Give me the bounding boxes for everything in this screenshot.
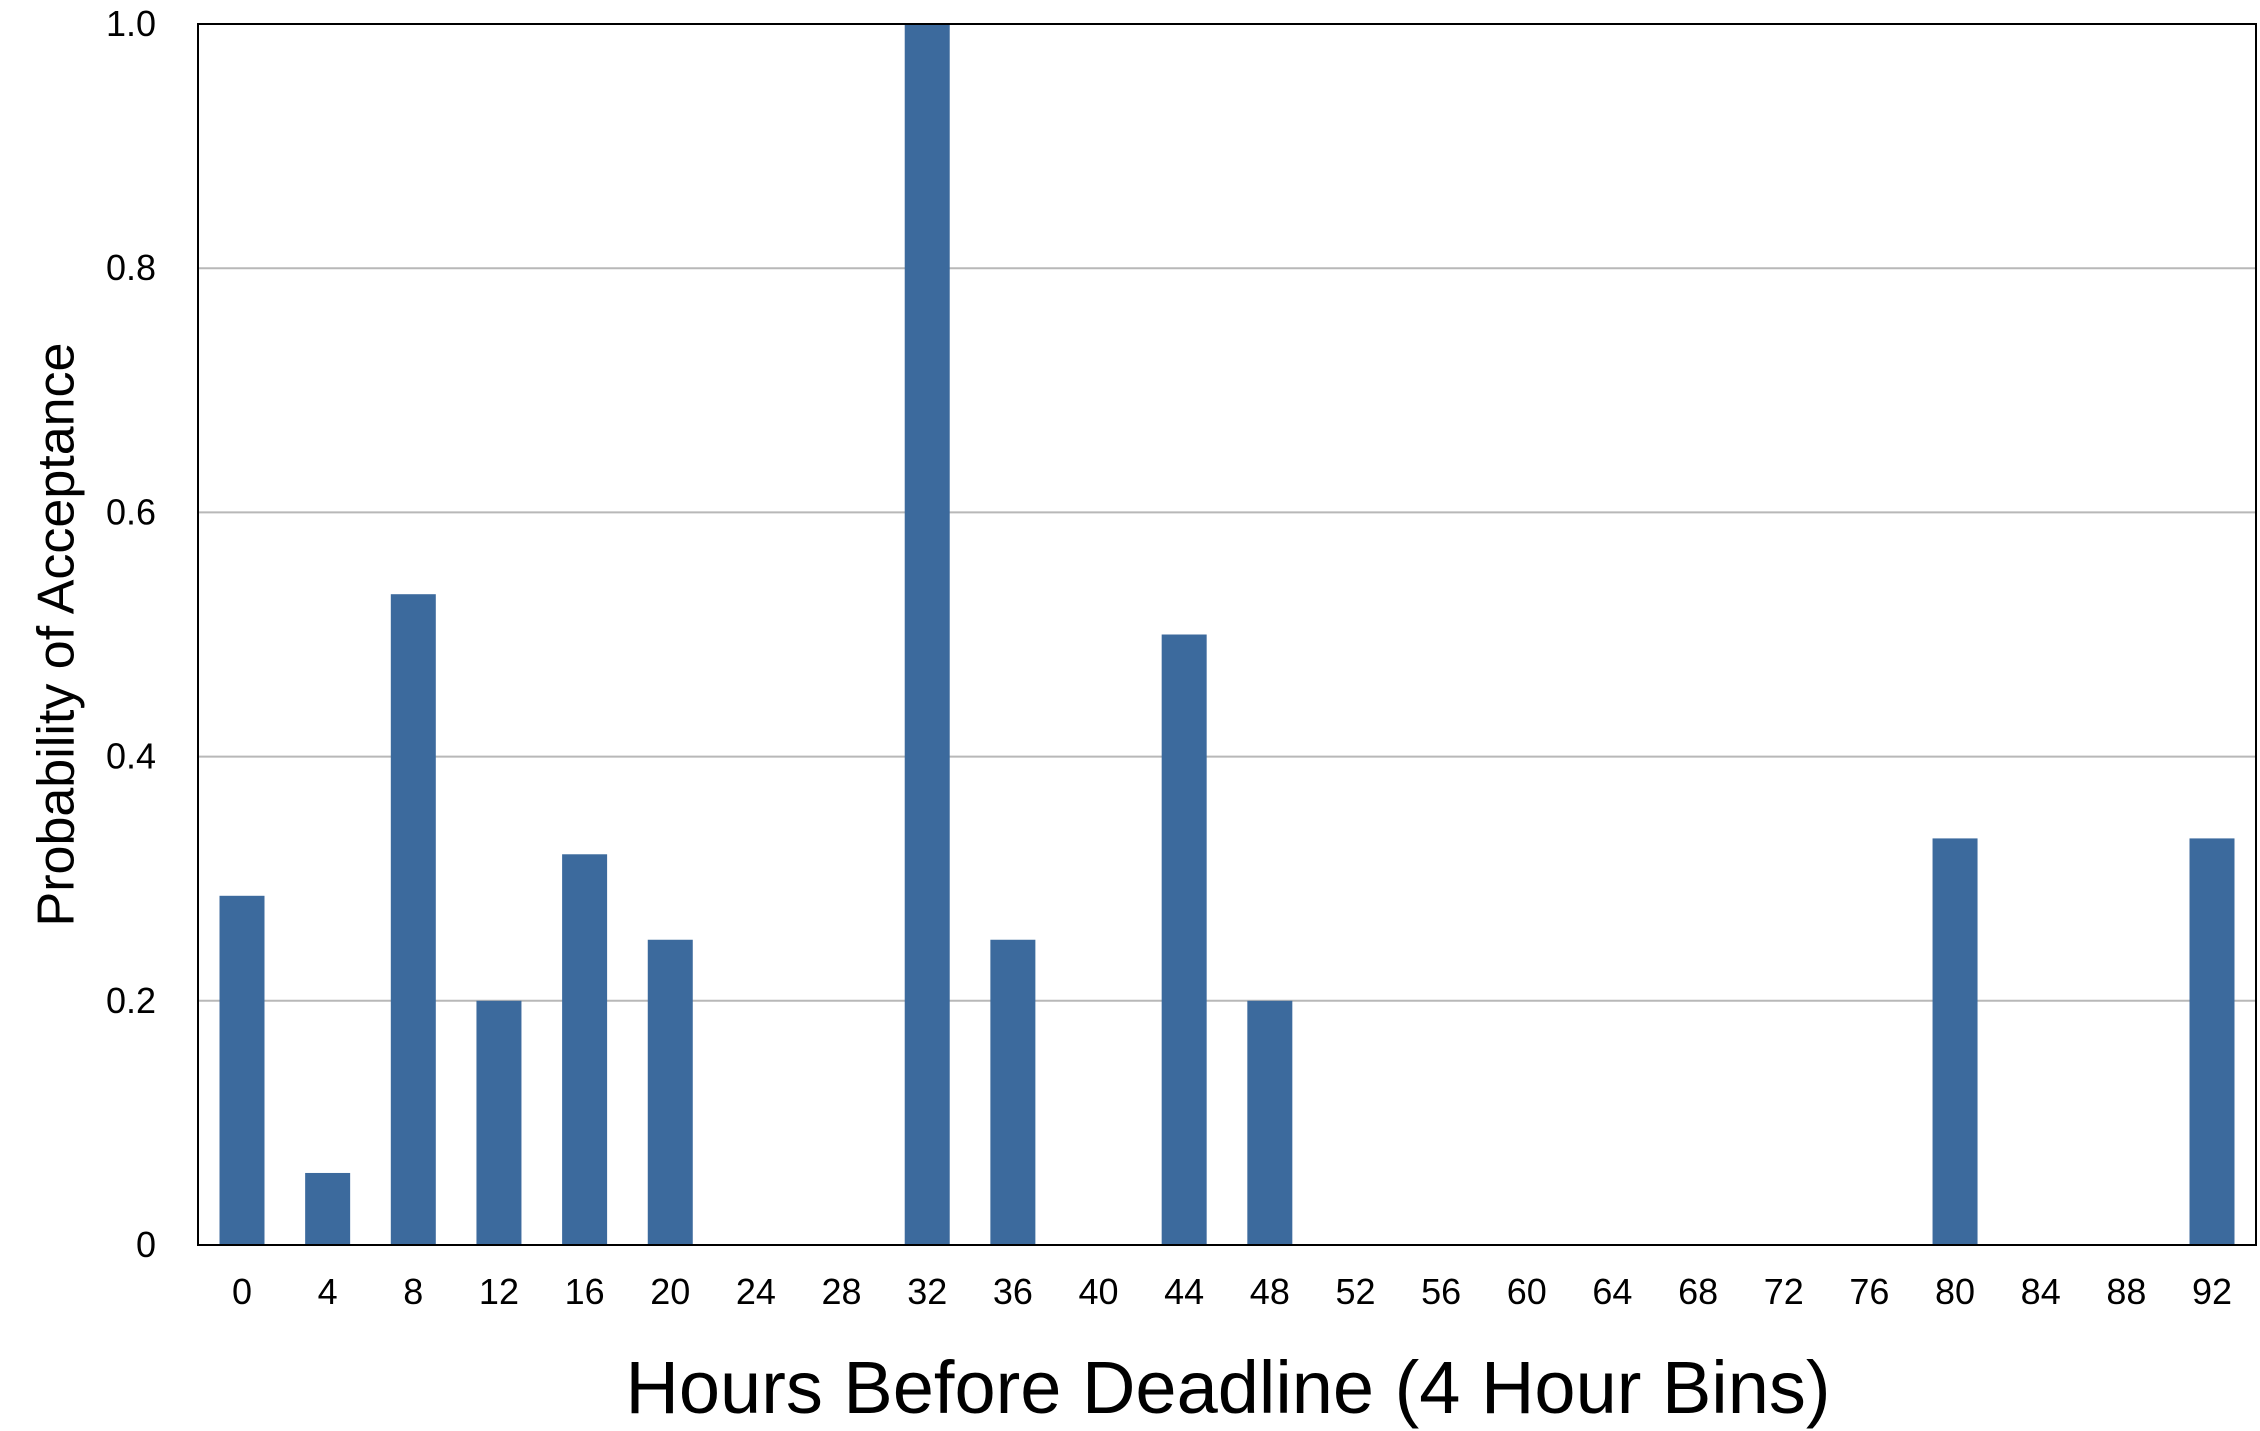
- bar-36: [990, 939, 1036, 1245]
- bars: [219, 24, 2235, 1245]
- x-tick-label: 32: [907, 1271, 947, 1312]
- y-tick-label: 0: [136, 1224, 156, 1265]
- x-tick-label: 8: [403, 1271, 423, 1312]
- x-tick-label: 24: [736, 1271, 776, 1312]
- x-tick-label: 64: [1592, 1271, 1632, 1312]
- bar-44: [1161, 634, 1207, 1245]
- bar-16: [562, 854, 608, 1245]
- x-tick-label: 72: [1764, 1271, 1804, 1312]
- x-tick-label: 60: [1507, 1271, 1547, 1312]
- x-tick-label: 48: [1250, 1271, 1290, 1312]
- bar-8: [390, 594, 436, 1245]
- gridlines: [198, 267, 2256, 1002]
- bar-20: [647, 939, 693, 1245]
- x-tick-label: 56: [1421, 1271, 1461, 1312]
- bar-48: [1247, 1000, 1293, 1245]
- bar-12: [476, 1000, 522, 1245]
- x-tick-labels: 0 4 8 12 16 20 24 28 32 36 40 44 48 52 56 60 64 68 72 76 80 8…: [232, 1271, 2232, 1312]
- x-axis-title: Hours Before Deadline (4 Hour Bins): [625, 1346, 1830, 1429]
- x-tick-label: 44: [1164, 1271, 1204, 1312]
- x-tick-label: 68: [1678, 1271, 1718, 1312]
- y-tick-labels: 0 0.2 0.4 0.6 0.8 1.0: [106, 3, 156, 1265]
- x-tick-label: 84: [2021, 1271, 2061, 1312]
- x-tick-label: 88: [2106, 1271, 2146, 1312]
- x-tick-label: 0: [232, 1271, 252, 1312]
- bar-80: [1932, 838, 1978, 1245]
- y-tick-label: 1.0: [106, 3, 156, 44]
- x-tick-label: 36: [993, 1271, 1033, 1312]
- bar-4: [305, 1172, 351, 1245]
- x-tick-label: 92: [2192, 1271, 2232, 1312]
- bar-92: [2189, 838, 2235, 1245]
- x-tick-label: 40: [1078, 1271, 1118, 1312]
- x-tick-label: 28: [822, 1271, 862, 1312]
- x-tick-label: 80: [1935, 1271, 1975, 1312]
- x-tick-label: 16: [565, 1271, 605, 1312]
- x-tick-label: 20: [650, 1271, 690, 1312]
- y-axis-title: Probability of Acceptance: [28, 343, 86, 927]
- y-tick-label: 0.2: [106, 980, 156, 1021]
- plot-frame: [197, 23, 2257, 1246]
- x-tick-label: 12: [479, 1271, 519, 1312]
- bar-32: [904, 24, 950, 1245]
- x-tick-label: 4: [318, 1271, 338, 1312]
- x-tick-label: 76: [1849, 1271, 1889, 1312]
- y-tick-label: 0.6: [106, 491, 156, 532]
- y-tick-label: 0.8: [106, 247, 156, 288]
- y-tick-label: 0.4: [106, 736, 156, 777]
- x-tick-label: 52: [1335, 1271, 1375, 1312]
- bar-0: [219, 895, 265, 1245]
